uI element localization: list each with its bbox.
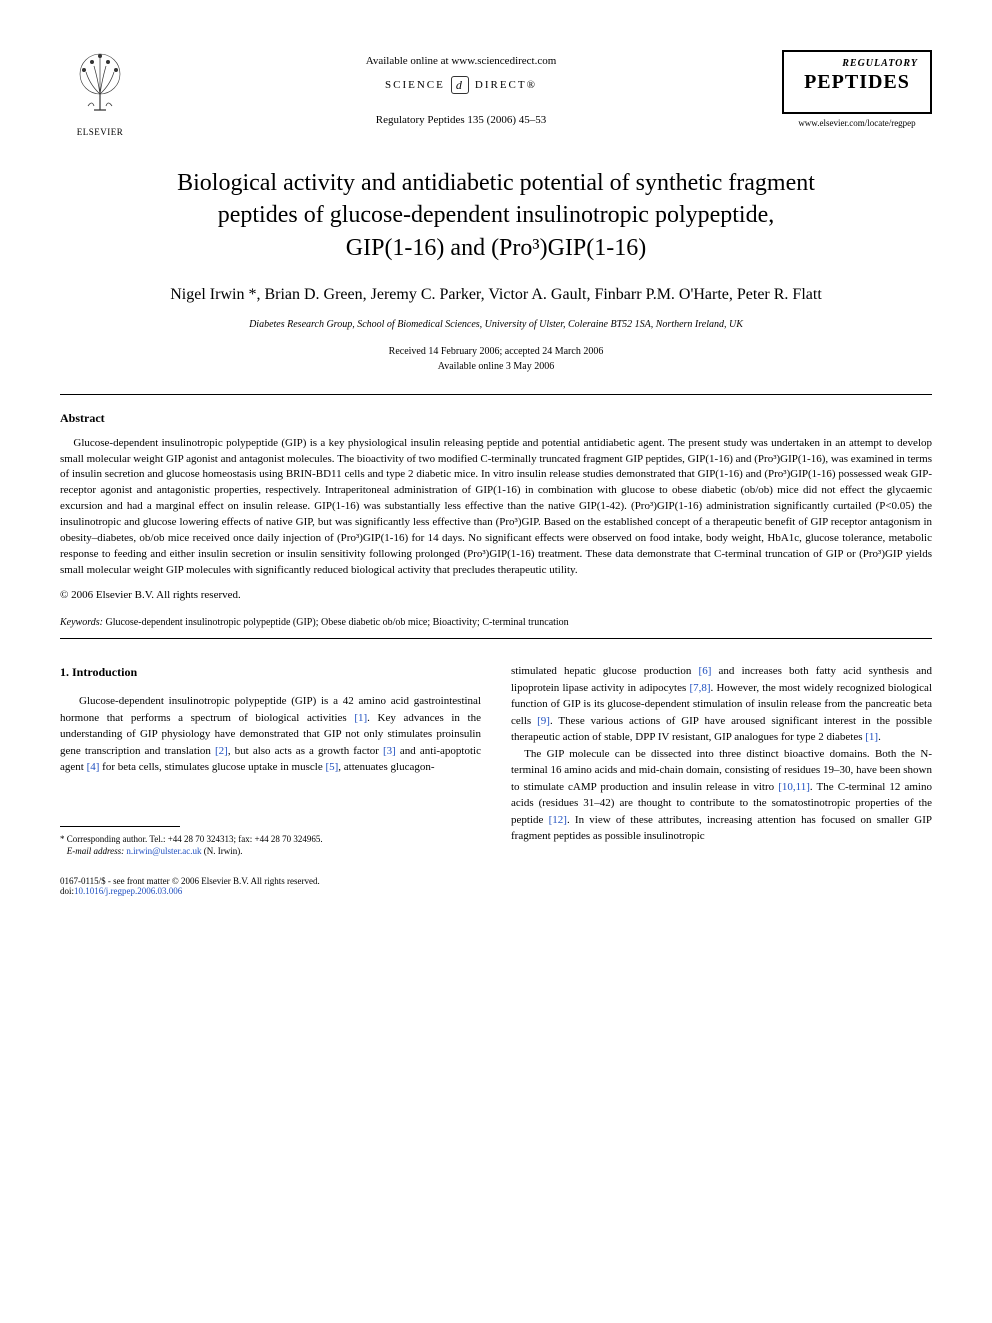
- footnote-divider: [60, 826, 180, 827]
- journal-brand-block: REGULATORY PEPTIDES www.elsevier.com/loc…: [782, 50, 932, 128]
- sd-icon: d: [451, 76, 469, 94]
- body-column-left: 1. Introduction Glucose-dependent insuli…: [60, 663, 481, 858]
- sd-right: DIRECT®: [475, 79, 537, 91]
- abstract-copyright: © 2006 Elsevier B.V. All rights reserved…: [60, 589, 932, 601]
- abstract-text: Glucose-dependent insulinotropic polypep…: [60, 437, 932, 577]
- intro-paragraph-1: Glucose-dependent insulinotropic polypep…: [60, 693, 481, 776]
- sd-left: SCIENCE: [385, 79, 445, 91]
- intro-paragraph-1-cont: stimulated hepatic glucose production [6…: [511, 663, 932, 746]
- keywords-text: Glucose-dependent insulinotropic polypep…: [105, 617, 568, 628]
- email-suffix: (N. Irwin).: [204, 846, 243, 856]
- article-title: Biological activity and antidiabetic pot…: [100, 167, 892, 264]
- box-top-text: REGULATORY: [796, 58, 918, 69]
- title-line-1: Biological activity and antidiabetic pot…: [177, 170, 815, 196]
- doi-link[interactable]: 10.1016/j.regpep.2006.03.006: [74, 886, 182, 896]
- ref-link-1b[interactable]: [1]: [865, 731, 878, 743]
- elsevier-logo: ELSEVIER: [60, 50, 140, 137]
- abstract-heading: Abstract: [60, 411, 932, 426]
- ref-link-10-11[interactable]: [10,11]: [778, 781, 810, 793]
- journal-citation: Regulatory Peptides 135 (2006) 45–53: [140, 114, 782, 126]
- divider-top: [60, 394, 932, 395]
- intro-paragraph-2: The GIP molecule can be dissected into t…: [511, 746, 932, 845]
- ref-link-9[interactable]: [9]: [537, 715, 550, 727]
- issn-line: 0167-0115/$ - see front matter © 2006 El…: [60, 876, 320, 886]
- body-columns: 1. Introduction Glucose-dependent insuli…: [60, 663, 932, 858]
- journal-url: www.elsevier.com/locate/regpep: [782, 118, 932, 128]
- ref-link-2[interactable]: [2]: [215, 745, 228, 757]
- keywords-line: Keywords: Glucose-dependent insulinotrop…: [60, 617, 932, 628]
- ref-link-6[interactable]: [6]: [699, 665, 712, 677]
- authors: Nigel Irwin *, Brian D. Green, Jeremy C.…: [60, 284, 932, 306]
- section-1-heading: 1. Introduction: [60, 663, 481, 681]
- elsevier-label: ELSEVIER: [60, 127, 140, 137]
- keywords-label: Keywords:: [60, 617, 103, 628]
- article-dates: Received 14 February 2006; accepted 24 M…: [60, 344, 932, 374]
- body-column-right: stimulated hepatic glucose production [6…: [511, 663, 932, 858]
- ref-link-3[interactable]: [3]: [383, 745, 396, 757]
- corresponding-footnote: * Corresponding author. Tel.: +44 28 70 …: [60, 833, 481, 858]
- corresponding-text: * Corresponding author. Tel.: +44 28 70 …: [60, 833, 481, 846]
- ref-link-4[interactable]: [4]: [87, 761, 100, 773]
- journal-title-box: REGULATORY PEPTIDES: [782, 50, 932, 114]
- abstract-body: Glucose-dependent insulinotropic polypep…: [60, 436, 932, 579]
- ref-link-1[interactable]: [1]: [354, 712, 367, 724]
- box-main-text: PEPTIDES: [796, 71, 918, 94]
- dates-received: Received 14 February 2006; accepted 24 M…: [389, 346, 604, 357]
- ref-link-12[interactable]: [12]: [549, 814, 567, 826]
- elsevier-tree-icon: [70, 50, 130, 120]
- header-center: Available online at www.sciencedirect.co…: [140, 50, 782, 126]
- footer-row: 0167-0115/$ - see front matter © 2006 El…: [60, 876, 932, 896]
- dates-online: Available online 3 May 2006: [438, 361, 554, 372]
- affiliation: Diabetes Research Group, School of Biome…: [60, 319, 932, 330]
- divider-bottom: [60, 638, 932, 639]
- email-link[interactable]: n.irwin@ulster.ac.uk: [126, 846, 201, 856]
- sciencedirect-logo: SCIENCE d DIRECT®: [385, 76, 537, 94]
- email-label: E-mail address:: [67, 846, 124, 856]
- title-line-3: GIP(1-16) and (Pro³)GIP(1-16): [346, 235, 646, 261]
- title-line-2: peptides of glucose-dependent insulinotr…: [218, 202, 775, 228]
- available-online-text: Available online at www.sciencedirect.co…: [140, 55, 782, 67]
- ref-link-7-8[interactable]: [7,8]: [689, 682, 710, 694]
- doi-label: doi:: [60, 886, 74, 896]
- ref-link-5[interactable]: [5]: [325, 761, 338, 773]
- footer-left: 0167-0115/$ - see front matter © 2006 El…: [60, 876, 320, 896]
- header-row: ELSEVIER Available online at www.science…: [60, 50, 932, 137]
